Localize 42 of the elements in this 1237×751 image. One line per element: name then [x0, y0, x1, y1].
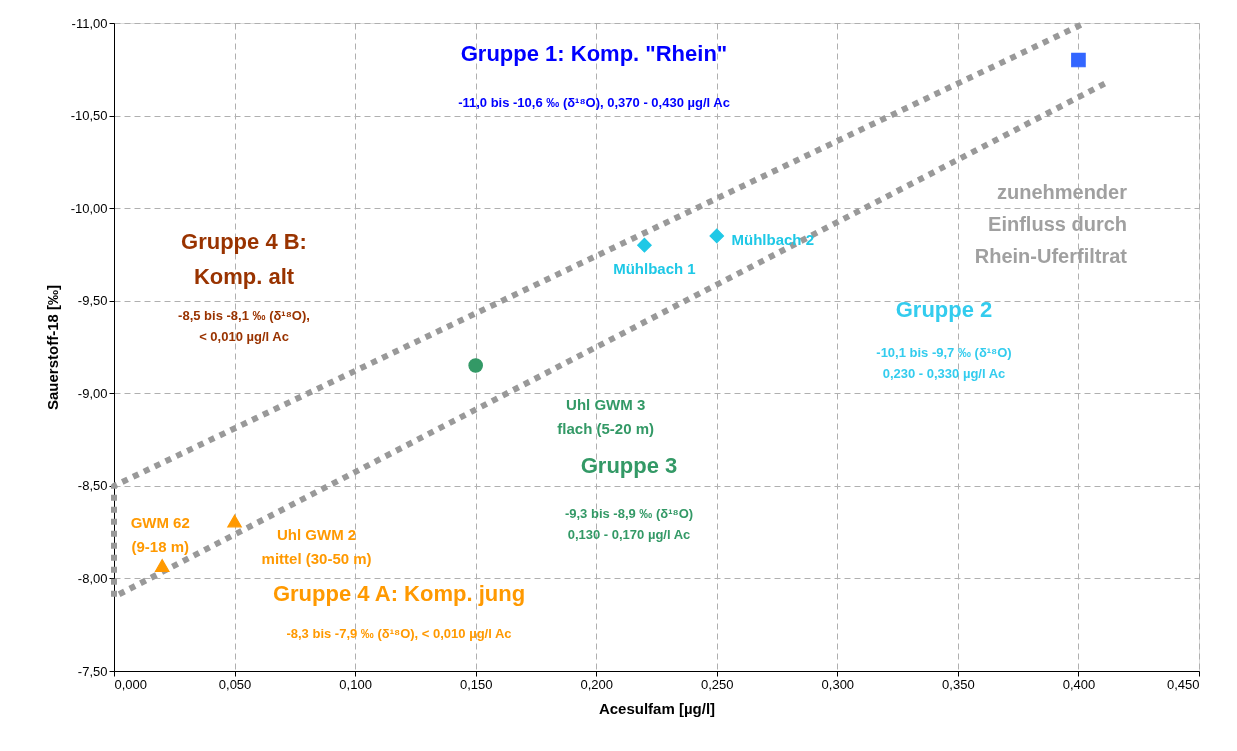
y-tick-label: -8,50 [77, 478, 108, 494]
x-tick-label: 0,450 [1166, 676, 1200, 692]
annotation: Gruppe 4 A: Komp. jung [272, 581, 526, 606]
annotation: Gruppe 3 [580, 453, 678, 478]
text: Uhl GWM 3 flach (5-20 m) [557, 395, 655, 437]
point [709, 228, 725, 244]
x-tick-label: 0,000 [114, 676, 148, 692]
series-label: Mühlbach 2 [731, 230, 815, 248]
annotation: Gruppe 2 [895, 297, 993, 322]
annotation: -8,3 bis -7,9 ‰ (δ¹⁸O), < 0,010 µg/l Ac [286, 626, 512, 641]
point [154, 559, 170, 572]
y-tick-label: -10,50 [70, 108, 108, 124]
annotation: -9,3 bis -8,9 ‰ (δ¹⁸O) 0,130 - 0,170 µg/l Ac [564, 506, 694, 542]
annotation: -8,5 bis -8,1 ‰ (δ¹⁸O), < 0,010 µg/l Ac [178, 308, 310, 344]
point [1071, 52, 1086, 68]
series-label: GWM 62 (9-18 m) [130, 514, 190, 556]
x-tick-label: 0,350 [942, 676, 975, 692]
x-tick-label: 0,150 [459, 676, 493, 692]
annotation: -10,1 bis -9,7 ‰ (δ¹⁸O) 0,230 - 0,330 µg/l Ac [876, 345, 1012, 381]
point [227, 514, 242, 528]
x-tick-label: 0,050 [218, 676, 252, 692]
x-tick-label: 0,300 [821, 676, 855, 692]
x-tick-label: 0,200 [580, 676, 613, 692]
y-tick-label: -9,00 [77, 385, 108, 401]
x-tick-label: 0,250 [701, 676, 734, 692]
series-label: Mühlbach 1 [613, 260, 696, 278]
y-axis-title: Sauerstoff-18 [‰] [43, 284, 61, 411]
y-tick-label: -8,00 [77, 570, 108, 586]
y-tick-label: -10,00 [70, 200, 108, 216]
x-axis-title: Acesulfam [µg/l] [598, 699, 716, 717]
annotation: zunehmender Einfluss durch Rhein-Uferfiltrat [974, 181, 1128, 267]
x-tick-label: 0,400 [1062, 676, 1096, 692]
point [637, 237, 652, 253]
x-tick-label: 0,100 [339, 676, 372, 692]
annotation: -11,0 bis -10,6 ‰ (δ¹⁸O), 0,370 - 0,430 µg/l Ac [458, 95, 730, 110]
annotation: Gruppe 4 B: Komp. alt [181, 229, 307, 290]
y-tick-label: -7,50 [77, 663, 108, 679]
point [468, 358, 483, 373]
annotation: Gruppe 1: Komp. "Rhein" [460, 41, 728, 66]
series-label: Uhl GWM 2 mittel (30-50 m) [261, 526, 372, 568]
y-tick-label: -11,00 [71, 15, 108, 31]
y-tick-label: -9,50 [77, 293, 108, 309]
